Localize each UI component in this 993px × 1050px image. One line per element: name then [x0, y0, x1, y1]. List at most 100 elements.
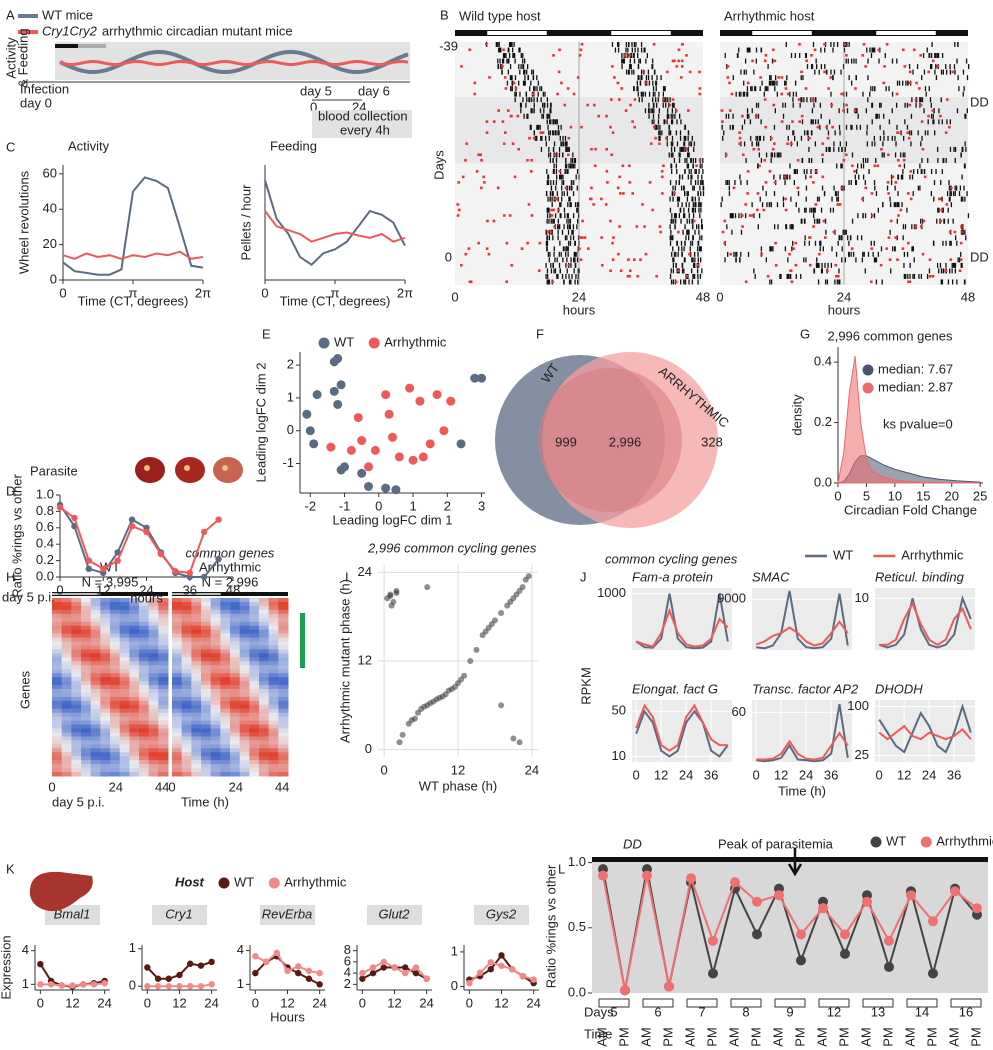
heat-cell — [220, 669, 231, 674]
heat-cell — [239, 732, 250, 737]
heat-cell — [191, 613, 202, 619]
actogram-feed — [501, 120, 505, 123]
heat-cell — [230, 716, 241, 722]
actogram-tick — [769, 246, 771, 252]
heat-cell — [230, 653, 241, 658]
heat-cell — [220, 605, 231, 611]
point — [399, 731, 406, 738]
heat-cell — [210, 748, 221, 753]
actogram-tick — [776, 152, 778, 158]
actogram-feed — [553, 225, 556, 228]
actogram-tick — [890, 180, 893, 186]
actogram-tick — [694, 257, 696, 263]
actogram-tick — [566, 235, 568, 241]
heat-cell — [110, 692, 121, 698]
series-line — [59, 506, 220, 574]
actogram-tick — [756, 135, 759, 141]
actogram-tick — [564, 141, 566, 147]
actogram-feed — [644, 252, 648, 256]
actogram-tick — [674, 185, 676, 191]
actogram-tick — [677, 196, 679, 202]
actogram-feed — [885, 43, 889, 46]
point — [200, 573, 208, 581]
actogram-tick — [669, 235, 671, 241]
ld-bar — [720, 30, 968, 36]
actogram-tick — [818, 218, 821, 224]
actogram-tick — [838, 279, 840, 285]
heat-cell — [139, 629, 150, 635]
heat-cell — [220, 665, 231, 670]
actogram-tick — [566, 169, 568, 174]
heat-cell — [110, 708, 121, 714]
actogram-tick — [553, 141, 556, 147]
heat-cell — [129, 609, 140, 615]
actogram-tick — [777, 152, 779, 158]
day-label: 16 — [959, 1004, 973, 1019]
actogram-tick — [770, 152, 772, 158]
point — [408, 455, 418, 465]
venn-overlap — [538, 368, 682, 512]
heat-cell — [191, 700, 202, 706]
heat-cell — [230, 601, 241, 607]
actogram-tick — [831, 196, 833, 202]
actogram-tick — [850, 58, 853, 64]
actogram-tick — [693, 273, 695, 279]
label: day 0 — [20, 95, 52, 110]
point — [510, 735, 517, 742]
heat-cell — [278, 744, 289, 749]
heat-cell — [52, 700, 63, 706]
label: day 5 — [300, 83, 332, 98]
actogram-tick — [791, 224, 793, 230]
actogram-feed — [611, 258, 615, 261]
heat-cell — [220, 740, 231, 745]
actogram-tick — [549, 157, 552, 163]
heat-cell — [268, 598, 279, 603]
actogram-tick — [690, 157, 692, 163]
actogram-feed — [949, 258, 953, 261]
actogram-tick — [621, 64, 623, 70]
actogram-tick — [668, 152, 670, 158]
heat-cell — [172, 649, 183, 654]
actogram-tick — [879, 102, 881, 108]
actogram-tick — [945, 64, 947, 70]
actogram-tick — [814, 119, 817, 125]
actogram-feed — [680, 65, 684, 68]
actogram-tick — [740, 69, 742, 75]
actogram-tick — [949, 64, 951, 70]
actogram-tick — [760, 47, 763, 53]
actogram-tick — [655, 97, 657, 103]
heat-cell — [220, 661, 231, 666]
actogram-tick — [843, 47, 846, 53]
actogram-tick — [819, 246, 821, 252]
point — [336, 465, 346, 475]
heat-cell — [81, 685, 92, 690]
heat-cell — [249, 712, 260, 718]
actogram-feed — [927, 70, 931, 74]
heat-cell — [172, 641, 183, 646]
heat-cell — [249, 700, 260, 706]
heat-cell — [52, 617, 63, 623]
heat-cell — [191, 677, 202, 682]
y-tick-label: 0.0 — [36, 568, 54, 583]
heat-cell — [119, 633, 130, 639]
actogram-feed — [876, 164, 880, 168]
cluster-mark — [300, 613, 305, 668]
heat-cell — [148, 609, 159, 615]
actogram-tick — [851, 124, 853, 130]
actogram-feed — [475, 170, 479, 173]
actogram-tick — [802, 75, 804, 81]
actogram-feed — [698, 158, 702, 162]
actogram-tick — [753, 213, 755, 219]
heat-cell — [90, 609, 101, 615]
point — [302, 409, 312, 419]
actogram-tick — [555, 185, 557, 191]
actogram-tick — [856, 169, 858, 174]
point — [90, 981, 98, 988]
actogram-tick — [507, 69, 509, 75]
actogram-feed — [814, 203, 818, 206]
actogram-tick — [694, 229, 696, 235]
actogram-feed — [567, 263, 571, 267]
actogram-tick — [671, 213, 673, 219]
heat-cell — [119, 768, 130, 773]
axis-label: hours — [563, 302, 596, 317]
